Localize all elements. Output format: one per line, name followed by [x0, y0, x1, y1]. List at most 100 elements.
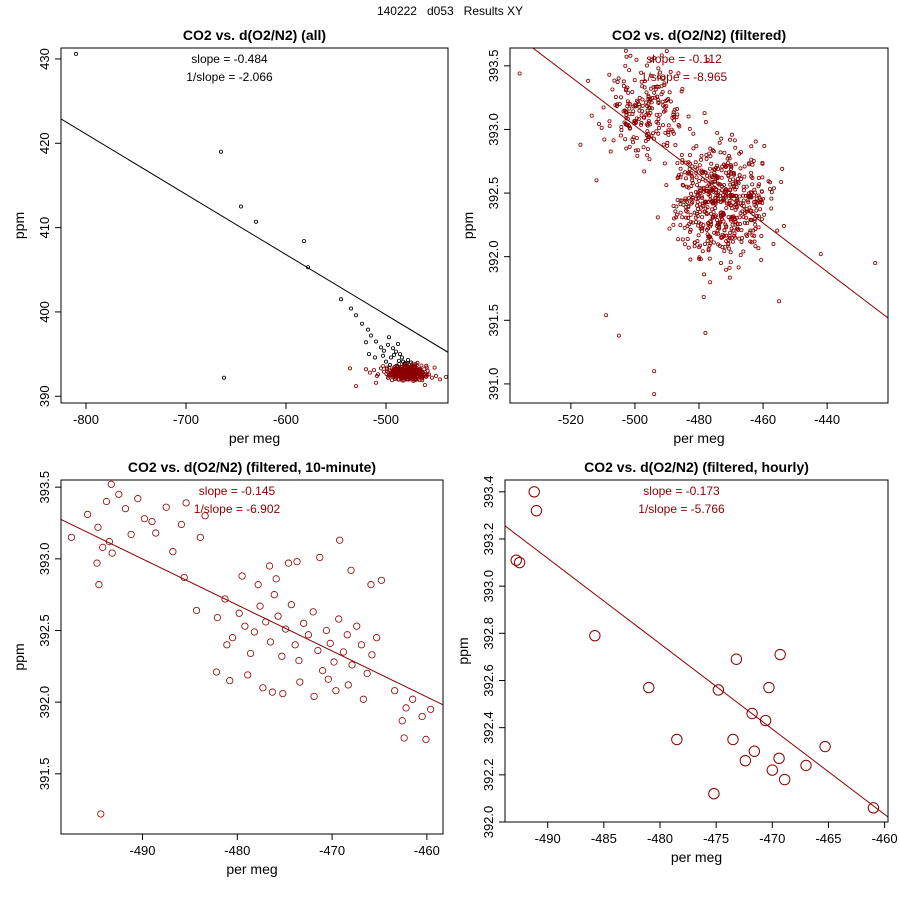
- y-axis-label: ppm: [460, 212, 476, 239]
- cloud-point: [611, 138, 616, 143]
- cloud-point: [685, 209, 690, 214]
- cloud-point: [632, 78, 637, 83]
- data-point: [268, 688, 276, 696]
- cloud-point: [693, 190, 698, 195]
- slope-annotation: 1/slope = -2.066: [186, 70, 273, 84]
- cloud-point: [720, 245, 725, 250]
- cloud-point: [718, 220, 723, 225]
- cloud-point: [771, 186, 776, 191]
- cloud-point: [698, 157, 703, 162]
- cloud-point: [757, 195, 762, 200]
- cloud-point: [721, 195, 726, 200]
- cloud-point: [728, 188, 733, 193]
- data-point: [221, 595, 229, 603]
- data-point: [867, 802, 880, 814]
- y-tick-label: 390: [37, 385, 52, 407]
- cloud-point: [760, 196, 765, 201]
- data-point: [387, 363, 392, 368]
- data-point: [97, 810, 105, 818]
- cloud-point: [729, 226, 734, 231]
- cloud-point: [425, 368, 430, 373]
- cloud-point: [692, 240, 697, 245]
- cloud-point: [601, 105, 606, 110]
- cloud-point: [707, 184, 712, 189]
- cloud-point: [741, 184, 746, 189]
- cloud-point: [643, 139, 648, 144]
- cloud-point: [708, 146, 713, 151]
- data-point: [443, 374, 448, 379]
- cloud-point: [667, 226, 672, 231]
- data-point: [359, 695, 367, 703]
- cloud-point: [723, 244, 728, 249]
- data-point: [108, 549, 116, 557]
- cloud-point: [755, 199, 760, 204]
- cloud-point: [688, 191, 693, 196]
- data-point: [399, 355, 404, 360]
- cloud-point: [737, 173, 742, 178]
- cloud-point: [640, 109, 645, 114]
- cloud-point: [702, 201, 707, 206]
- x-tick-label: -490: [535, 831, 561, 846]
- cloud-point: [697, 179, 702, 184]
- cloud-point: [655, 94, 660, 99]
- cloud-point: [697, 163, 702, 168]
- cloud-point: [663, 130, 668, 135]
- cloud-point: [697, 190, 702, 195]
- cloud-point: [760, 161, 765, 166]
- cloud-point: [759, 189, 764, 194]
- cloud-point: [733, 162, 738, 167]
- cloud-point: [644, 63, 649, 68]
- cloud-point: [705, 184, 710, 189]
- cloud-point: [682, 225, 687, 230]
- cloud-point: [645, 108, 650, 113]
- cloud-point: [637, 95, 642, 100]
- cloud-point: [707, 256, 712, 261]
- cloud-point: [646, 137, 651, 142]
- data-point: [604, 313, 609, 318]
- cloud-point: [748, 194, 753, 199]
- cloud-point: [702, 209, 707, 214]
- cloud-point: [749, 144, 754, 149]
- cloud-point: [640, 103, 645, 108]
- cloud-point: [741, 215, 746, 220]
- cloud-point: [757, 182, 762, 187]
- chart-title: CO2 vs. d(O2/N2) (all): [183, 27, 326, 43]
- data-point: [127, 530, 135, 539]
- cloud-point: [722, 228, 727, 233]
- cloud-point: [698, 188, 703, 193]
- cloud-point: [706, 222, 711, 227]
- cloud-point: [693, 215, 698, 220]
- data-point: [700, 196, 705, 201]
- data-point: [259, 684, 267, 692]
- cloud-point: [738, 222, 743, 227]
- cloud-point: [704, 212, 709, 217]
- cloud-point: [634, 57, 639, 62]
- data-point: [530, 504, 543, 517]
- cloud-point: [626, 90, 631, 95]
- cloud-point: [680, 86, 685, 91]
- data-point: [409, 695, 417, 703]
- cloud-point: [631, 109, 636, 114]
- cloud-point: [705, 57, 710, 62]
- y-tick-label: 393.0: [37, 543, 52, 576]
- data-point: [819, 740, 831, 753]
- cloud-point: [771, 242, 776, 247]
- cloud-point: [667, 90, 672, 95]
- cloud-point: [623, 137, 628, 142]
- cloud-point: [718, 260, 723, 265]
- cloud-point: [737, 194, 742, 199]
- y-axis-label: ppm: [455, 637, 471, 664]
- x-tick-label: -470: [319, 843, 345, 858]
- y-tick-label: 410: [37, 217, 52, 239]
- chart-title: CO2 vs. d(O2/N2) (filtered): [612, 27, 786, 43]
- cloud-point: [621, 83, 626, 88]
- cloud-point: [625, 99, 630, 104]
- cloud-point: [710, 199, 715, 204]
- cloud-point: [715, 193, 720, 198]
- y-tick-label: 391.5: [486, 304, 501, 337]
- cloud-point: [705, 205, 710, 210]
- cloud-point: [727, 265, 732, 270]
- cloud-point: [755, 214, 760, 219]
- cloud-point: [704, 227, 709, 232]
- cloud-point: [752, 202, 757, 207]
